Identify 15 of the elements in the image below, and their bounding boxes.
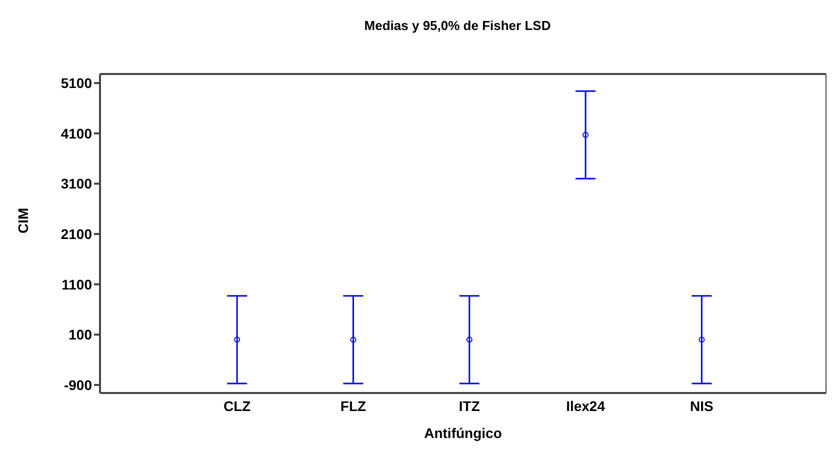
y-tick-label: -900	[64, 376, 92, 393]
y-tick-label: 1100	[62, 276, 92, 292]
y-tick-label: 4100	[60, 125, 92, 142]
x-tick-label: Ilex24	[566, 398, 606, 414]
y-tick-label: 2100	[60, 226, 92, 242]
y-tick-label: 3100	[60, 176, 92, 192]
x-tick-label: FLZ	[340, 398, 367, 414]
x-tick-label: NIS	[690, 398, 714, 414]
x-tick-label: CLZ	[223, 398, 252, 414]
x-axis-title: Antifúngico	[424, 425, 502, 441]
y-axis-title: CIM	[14, 208, 31, 234]
y-tick-label: 5100	[60, 75, 92, 92]
x-tick-label: ITZ	[458, 398, 480, 414]
y-tick-label: 100	[68, 326, 92, 343]
chart-title: Medias y 95,0% de Fisher LSD	[363, 17, 552, 35]
